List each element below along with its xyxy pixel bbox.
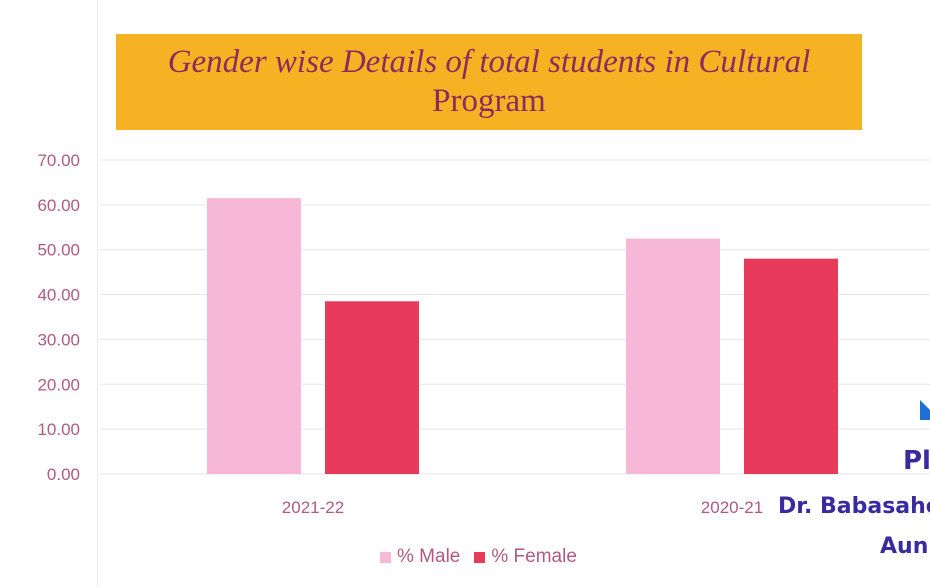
y-tick-label: 0.00 — [47, 465, 80, 484]
chart-title-line-2: Program — [432, 83, 546, 119]
y-tick-label: 50.00 — [37, 241, 80, 260]
legend-label-male: % Male — [397, 546, 461, 567]
chart-legend: % Male % Female — [380, 545, 591, 569]
overlay-accent-mark — [920, 400, 930, 420]
chart-title-box: Gender wise Details of total students in… — [116, 34, 862, 130]
bar-male-2021-22 — [207, 198, 301, 474]
y-tick-label: 30.00 — [37, 330, 80, 349]
bar-female-2020-21 — [744, 258, 838, 474]
x-tick-label: 2020-21 — [701, 498, 763, 517]
chart-title-line-1: Gender wise Details of total students in… — [167, 44, 811, 80]
overlay-text-line-2: Dr. Babasahe — [778, 494, 930, 519]
x-tick-label: 2021-22 — [282, 498, 344, 517]
overlay-text-line-1: Pl — [903, 446, 930, 476]
y-tick-label: 20.00 — [37, 375, 80, 394]
y-tick-label: 10.00 — [37, 420, 80, 439]
y-tick-label: 40.00 — [37, 286, 80, 305]
legend-label-female: % Female — [491, 546, 577, 567]
legend-swatch-female — [474, 551, 486, 563]
left-divider — [97, 0, 98, 587]
bar-female-2021-22 — [325, 301, 419, 474]
overlay-text-line-3: Aun — [880, 534, 929, 559]
legend-item-male: % Male — [380, 546, 460, 568]
legend-item-female: % Female — [474, 546, 577, 568]
y-tick-label: 70.00 — [37, 151, 80, 170]
legend-swatch-male — [380, 551, 391, 563]
y-tick-label: 60.00 — [37, 196, 80, 215]
bar-male-2020-21 — [626, 238, 720, 474]
